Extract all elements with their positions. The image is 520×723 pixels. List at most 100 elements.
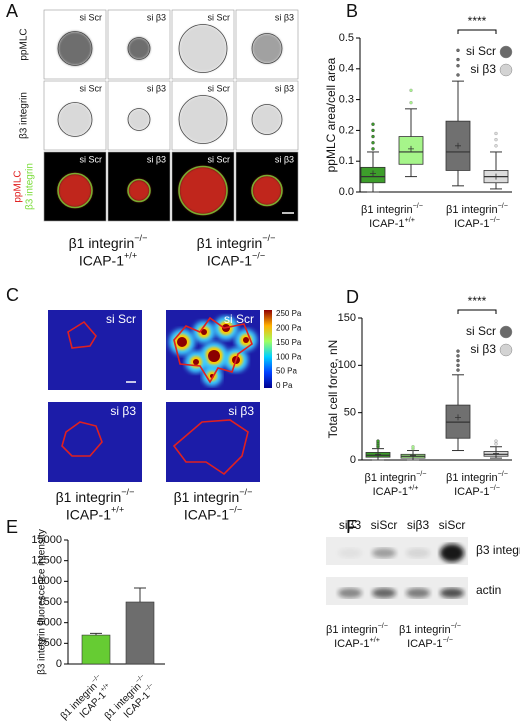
stress-hotspot xyxy=(201,329,207,335)
y-tick-label: 0.5 xyxy=(339,32,354,44)
group-label: β1 integrin−/−ICAP-1−/− xyxy=(102,673,155,722)
group-label-text: ICAP-1 xyxy=(454,218,489,230)
blot-band xyxy=(338,588,362,598)
outlier xyxy=(409,100,413,105)
cell xyxy=(58,173,92,208)
group-label-sup: −/− xyxy=(91,673,103,685)
outlier xyxy=(409,88,413,93)
outlier xyxy=(494,439,498,443)
group-label-text: β1 integrin xyxy=(69,235,135,251)
group-label-text: ICAP-1 xyxy=(454,486,489,498)
cell-edge xyxy=(178,165,228,216)
tile-label: si β3 xyxy=(147,12,166,22)
y-tick-label: 0 xyxy=(350,454,356,466)
y-axis-label: ppMLC area/cell area xyxy=(324,57,338,172)
cell xyxy=(179,95,227,144)
y-axis-label: Total cell force, nN xyxy=(326,340,340,439)
group-label-text: ICAP-1 xyxy=(79,252,124,268)
group-label-sup: +/+ xyxy=(99,682,111,694)
significance-bracket xyxy=(457,309,497,314)
blot-band xyxy=(440,588,464,598)
mean xyxy=(408,145,414,152)
legend-marker xyxy=(499,45,513,59)
cell xyxy=(128,179,150,202)
group-label-line: β1 integrin−/− xyxy=(197,233,276,250)
group-label-line: ICAP-1−/− xyxy=(454,216,500,230)
group-label: β1 integrin−/−ICAP-1+/+ xyxy=(365,470,427,498)
panel-label: B xyxy=(346,1,358,21)
group-label-line: ICAP-1−/− xyxy=(207,251,265,268)
group-label-text: β1 integrin xyxy=(446,204,498,216)
outlier xyxy=(456,368,460,372)
group-label-text: β1 integrin xyxy=(56,489,122,505)
panel-label: D xyxy=(346,287,359,307)
group-label-text: β1 integrin xyxy=(197,235,263,251)
group-label-text: ICAP-1 xyxy=(407,638,442,650)
group-label-text: ICAP-1 xyxy=(207,252,252,268)
cell xyxy=(179,24,227,73)
tile-label: si β3 xyxy=(147,83,166,93)
group-label-sup: −/− xyxy=(443,636,453,644)
group-label-sup: −/− xyxy=(490,484,500,492)
group-label-line: β1 integrin−/− xyxy=(69,233,148,250)
group-label-sup: −/− xyxy=(498,202,508,210)
group-label-line: β1 integrin−/− xyxy=(365,470,427,484)
tile-label: si Scr xyxy=(208,154,231,164)
tile-label: si β3 xyxy=(275,12,294,22)
y-tick-label: 2500 xyxy=(38,637,62,649)
group-label-line: β1 integrin−/− xyxy=(446,202,508,216)
y-tick-label: 12500 xyxy=(31,555,62,567)
bar xyxy=(81,634,111,665)
group-label-line: ICAP-1−/− xyxy=(407,636,453,650)
cell-edge xyxy=(57,172,93,209)
outlier xyxy=(376,439,380,443)
cell-edge xyxy=(251,33,283,64)
legend-marker xyxy=(499,325,513,339)
y-axis-label: β3 integrin fluorescence intensity xyxy=(37,529,48,675)
colorbar-label: 100 Pa xyxy=(276,352,302,361)
group-label-line: β1 integrin−/− xyxy=(361,202,423,216)
legend-label: si β3 xyxy=(470,62,496,76)
group-label-sup: +/+ xyxy=(370,636,380,644)
group-label: β1 integrin−/−ICAP-1+/+ xyxy=(69,233,148,268)
outlier xyxy=(456,349,460,353)
cell-edge xyxy=(127,178,151,203)
mean xyxy=(493,173,499,180)
colorbar-label: 200 Pa xyxy=(276,324,302,333)
error-bar xyxy=(134,587,146,602)
blot-band xyxy=(372,588,396,598)
group-label-line: ICAP-1−/− xyxy=(454,484,500,498)
group-label-text: ICAP-1 xyxy=(66,506,111,522)
group-label: β1 integrin−/−ICAP-1+/+ xyxy=(326,622,388,650)
group-label-text: β1 integrin xyxy=(365,472,417,484)
cell-edge xyxy=(57,102,93,137)
y-tick-label: 50 xyxy=(344,407,356,419)
group-label-line: ICAP-1−/− xyxy=(184,505,242,522)
band-label: β3 integrin xyxy=(476,543,520,557)
group-label-line: β1 integrin−/− xyxy=(399,622,461,636)
panel-label: A xyxy=(6,1,18,21)
mean xyxy=(410,452,416,459)
mean xyxy=(455,142,461,149)
panel-label: E xyxy=(6,517,18,537)
group-label-line: β1 integrin−/− xyxy=(56,487,135,504)
group-label: β1 integrin−/−ICAP-1−/− xyxy=(174,487,253,522)
cell xyxy=(58,102,92,137)
group-label-sup: −/− xyxy=(121,487,134,497)
y-tick-label: 0.0 xyxy=(339,186,354,198)
group-label-line: ICAP-1+/+ xyxy=(373,484,419,498)
outlier xyxy=(456,73,460,77)
tile-label: si β3 xyxy=(110,404,136,418)
legend-marker xyxy=(499,343,513,357)
cell xyxy=(252,104,282,135)
group-label-line: β1 integrin−/− xyxy=(446,470,508,484)
group-label: β1 integrin−/−ICAP-1+/+ xyxy=(361,202,423,230)
cell-outline xyxy=(172,419,249,476)
outlier xyxy=(371,128,375,133)
y-tick-label: 15000 xyxy=(31,534,62,546)
y-tick-label: 10000 xyxy=(31,575,62,587)
blot-band xyxy=(372,548,396,558)
mean xyxy=(493,450,499,457)
group-label-text: ICAP-1 xyxy=(373,486,408,498)
stress-hotspot xyxy=(177,337,187,347)
